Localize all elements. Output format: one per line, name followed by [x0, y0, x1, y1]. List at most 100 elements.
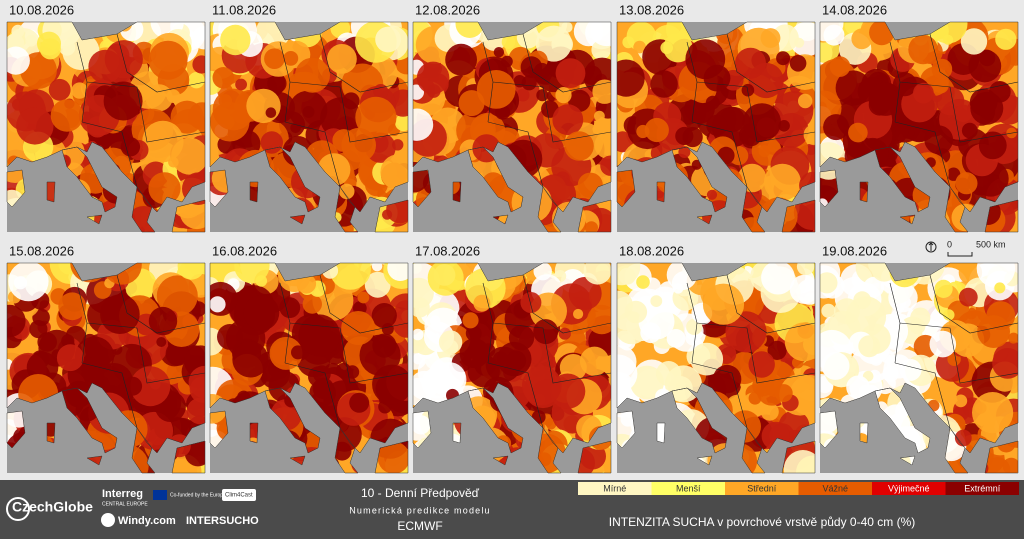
coastline	[209, 21, 409, 233]
drought-patch	[678, 146, 691, 158]
drought-patch	[232, 341, 269, 378]
drought-patch	[592, 79, 611, 104]
drought-patch	[58, 292, 87, 321]
drought-patch	[848, 122, 868, 143]
drought-patch	[338, 183, 355, 200]
drought-patch	[558, 327, 571, 340]
drought-patch	[431, 362, 467, 397]
drought-patch	[978, 131, 1007, 160]
drought-patch	[994, 282, 1006, 294]
drought-patch	[851, 28, 873, 50]
drought-patch	[100, 294, 140, 334]
drought-patch	[760, 402, 779, 421]
drought-patch	[868, 82, 903, 116]
drought-patch	[184, 345, 205, 378]
drought-patch	[260, 131, 283, 154]
drought-patch	[535, 25, 572, 62]
drought-patch	[186, 397, 205, 425]
drought-patch	[803, 124, 815, 146]
drought-patch	[473, 294, 491, 312]
coastline	[209, 262, 409, 474]
drought-patch	[590, 22, 611, 47]
drought-patch	[706, 114, 728, 136]
drought-patch	[265, 107, 277, 118]
windy-icon	[101, 513, 115, 527]
drought-patch	[954, 394, 968, 408]
logo-czechglobe: CzechGlobe	[12, 499, 93, 515]
footer-title: 10 - Denní Předpověď	[361, 486, 480, 500]
drought-patch	[413, 84, 424, 100]
drought-patch	[909, 318, 926, 335]
drought-patch	[640, 322, 662, 344]
drought-patch	[954, 104, 973, 123]
drought-patch	[882, 365, 899, 382]
drought-patch	[501, 55, 513, 68]
map	[412, 21, 612, 233]
drought-patch	[56, 344, 84, 372]
drought-patch	[103, 81, 143, 121]
drought-patch	[264, 48, 285, 69]
drought-patch	[958, 287, 978, 307]
drought-patch	[37, 332, 57, 352]
drought-patch	[156, 337, 167, 347]
drought-patch	[748, 351, 775, 378]
borders	[482, 274, 612, 429]
drought-patch	[357, 291, 370, 304]
drought-patch	[438, 330, 463, 354]
borders	[279, 33, 409, 188]
drought-patch	[413, 297, 430, 318]
drought-patch	[485, 346, 522, 383]
drought-patch	[341, 127, 376, 163]
map-date: 18.08.2026	[619, 243, 684, 258]
drought-patch	[413, 370, 439, 400]
drought-patch	[380, 154, 408, 191]
drought-patch	[413, 328, 424, 341]
borders	[686, 33, 816, 188]
drought-patch	[955, 172, 978, 195]
drought-patch	[234, 263, 270, 284]
logo-intersucho: INTERSUCHO	[186, 515, 259, 527]
map-date: 15.08.2026	[9, 243, 74, 258]
coastline	[6, 262, 206, 474]
drought-patch	[189, 376, 205, 403]
drought-patch	[145, 84, 173, 112]
drought-patch	[943, 309, 955, 321]
drought-patch	[908, 34, 938, 65]
drought-patch	[929, 330, 957, 358]
drought-patch	[690, 342, 724, 376]
drought-patch	[39, 38, 61, 60]
drought-patch	[7, 304, 26, 338]
drought-patch	[1008, 332, 1018, 344]
map-date: 16.08.2026	[212, 243, 277, 258]
drought-patch	[789, 55, 807, 72]
map-date: 19.08.2026	[822, 243, 887, 258]
drought-patch	[298, 314, 341, 357]
drought-patch	[220, 24, 251, 56]
drought-patch	[976, 263, 1016, 288]
drought-patch	[617, 263, 641, 286]
drought-patch	[972, 392, 1014, 434]
drought-patch	[375, 26, 401, 53]
drought-patch	[986, 301, 1016, 330]
drought-patch	[624, 300, 648, 324]
scale-line	[947, 252, 973, 257]
logo-eu: Co-funded by the European Union	[170, 492, 246, 498]
drought-patch	[295, 57, 330, 93]
drought-patch	[820, 407, 840, 434]
borders	[889, 274, 1019, 429]
drought-patch	[682, 126, 703, 148]
drought-patch	[177, 263, 205, 280]
drought-patch	[7, 46, 30, 75]
drought-patch	[120, 137, 141, 157]
drought-patch	[742, 103, 781, 142]
drought-patch	[579, 346, 610, 376]
drought-patch	[934, 279, 953, 298]
scale-bar: 0 500 km	[925, 239, 1006, 257]
drought-patch	[992, 348, 1018, 379]
drought-patch	[705, 95, 720, 110]
drought-patch	[88, 49, 123, 84]
drought-patch	[171, 137, 205, 175]
drought-patch	[8, 263, 49, 302]
drought-patch	[320, 97, 362, 139]
